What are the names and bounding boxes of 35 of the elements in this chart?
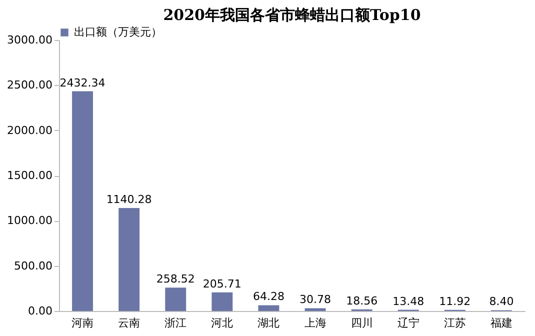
bar [258,305,280,311]
data-label: 8.40 [489,295,514,308]
data-label: 1140.28 [106,192,152,206]
data-label: 205.71 [202,277,242,290]
y-tick-label: 500.00 [14,259,52,272]
bar [165,288,186,311]
x-tick-label: 辽宁 [397,316,420,330]
x-tick-label: 云南 [118,316,140,330]
data-label: 18.56 [346,294,378,308]
data-label: 2432.34 [60,76,106,90]
y-tick-label: 0.00 [28,304,52,318]
y-tick-label: 1000.00 [7,214,52,228]
data-label: 11.92 [439,294,471,308]
x-tick-label: 江苏 [444,316,466,330]
x-tick-label: 福建 [490,316,512,330]
y-tick-label: 3000.00 [7,34,52,46]
x-tick-label: 四川 [350,316,373,330]
data-label: 13.48 [392,294,424,308]
x-tick-label: 湖北 [258,316,280,330]
y-tick-label: 1500.00 [7,169,52,182]
x-tick-label: 河南 [72,316,94,330]
x-tick-label: 上海 [304,316,326,330]
bar [304,308,326,311]
x-tick-label: 河北 [211,316,234,330]
data-label: 30.78 [300,293,332,306]
y-tick-label: 2000.00 [7,124,52,137]
chart-title: 2020年我国各省市蜂蜡出口额Top10 [163,6,421,24]
y-tick-label: 2500.00 [7,78,52,92]
data-label: 258.52 [156,272,195,286]
bar [212,292,233,311]
x-tick-label: 浙江 [164,316,187,330]
legend-label: 出口额（万美元） [74,26,162,38]
data-label: 64.28 [252,290,284,304]
bar [72,91,93,311]
bar [118,208,140,311]
